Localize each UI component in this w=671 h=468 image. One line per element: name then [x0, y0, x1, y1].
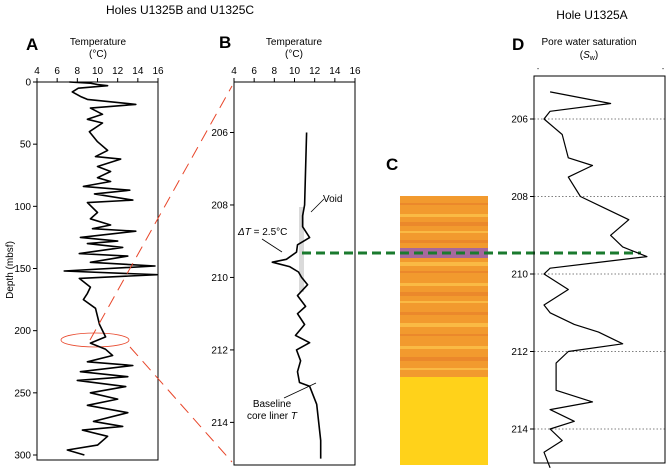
delta-t-label: ΔT = 2.5°C [237, 227, 287, 238]
x-tick-label: 4 [34, 66, 40, 77]
x-tick-label: 6 [251, 66, 257, 77]
panel-b-label: B [219, 33, 231, 52]
x-tick-label: 10 [92, 66, 104, 77]
ir-stripe [400, 231, 488, 233]
void-label: Void [323, 194, 342, 205]
y-tick-label: 214 [511, 425, 528, 436]
panel-b-title: Temperature [266, 37, 323, 48]
y-tick-label: 50 [20, 140, 32, 151]
y-tick-label: 300 [14, 451, 31, 462]
baseline-label-1: Baseline [253, 399, 292, 410]
panel-c [400, 196, 488, 465]
panel-a: Temperature (°C) Depth (mbsf) 4 6 8 10 12 14 1… [5, 37, 164, 462]
ir-stripe [400, 214, 488, 217]
panel-a-frame [36, 81, 159, 461]
y-tick-label: 210 [211, 273, 228, 284]
panel-d: Pore water saturation (Sw) - - 206 208 210… [511, 37, 666, 468]
panel-b-temperature-line [271, 132, 322, 459]
panel-b-y-ticks: 206 208 210 212 214 [211, 128, 234, 429]
panel-d-unit: (Sw) [580, 50, 598, 62]
y-tick-label: 208 [211, 200, 228, 211]
ir-stripe [400, 301, 488, 303]
panel-d-reference-lines [534, 118, 665, 430]
ir-stripe [400, 283, 488, 286]
panel-a-x-ticks: 4 6 8 10 12 14 16 [34, 66, 164, 82]
x-tick-label: 16 [349, 66, 361, 77]
panel-a-y-ticks: 0 50 100 150 200 250 300 [14, 78, 37, 462]
y-tick-label: 206 [211, 128, 228, 139]
ir-stripe [400, 240, 488, 243]
panel-d-label: D [512, 35, 524, 54]
y-tick-label: 208 [511, 192, 528, 203]
ir-stripe [400, 203, 488, 205]
ir-stripe [400, 312, 488, 315]
panel-a-ylabel: Depth (mbsf) [5, 241, 16, 299]
ir-stripe [400, 271, 488, 273]
panel-d-xtick-right: - [662, 66, 665, 73]
panel-b-unit: (°C) [285, 49, 303, 60]
x-tick-label: 14 [329, 66, 341, 77]
y-tick-label: 210 [511, 270, 528, 281]
ir-stripe [400, 357, 488, 361]
x-tick-label: 10 [289, 66, 301, 77]
panel-b-x-ticks: 4 6 8 10 12 14 16 [231, 66, 361, 82]
ir-stripe [400, 323, 488, 327]
y-tick-label: 0 [25, 78, 31, 89]
ir-stripe [400, 368, 488, 370]
panel-b-void-band [299, 207, 304, 292]
panel-d-saturation-line [543, 91, 648, 468]
left-title: Holes U1325B and U1325C [106, 3, 254, 17]
y-tick-label: 200 [14, 326, 31, 337]
ir-stripe [400, 334, 488, 336]
panel-a-title: Temperature [70, 37, 127, 48]
ir-image-cool-section [400, 377, 488, 465]
ir-stripe [400, 346, 488, 349]
connector-bottom [129, 346, 233, 463]
ir-stripe [400, 222, 488, 226]
panel-c-label: C [386, 155, 398, 174]
panel-d-frame [533, 75, 666, 464]
panel-a-highlight-ellipse [60, 332, 130, 348]
panel-a-unit: (°C) [89, 49, 107, 60]
y-tick-label: 212 [511, 347, 528, 358]
ir-stripe [400, 262, 488, 266]
connector-top [89, 85, 233, 341]
x-tick-label: 16 [152, 66, 164, 77]
baseline-pointer [283, 382, 317, 399]
void-pointer [310, 198, 325, 213]
panel-d-y-ticks: 206 208 210 212 214 [511, 115, 534, 436]
x-tick-label: 14 [132, 66, 144, 77]
x-tick-label: 4 [231, 66, 237, 77]
y-tick-label: 100 [14, 202, 31, 213]
x-tick-label: 8 [75, 66, 81, 77]
panel-b-frame [233, 81, 356, 466]
panel-b: Temperature (°C) 4 6 8 10 12 14 16 206 208 210 21… [211, 37, 361, 466]
y-tick-label: 250 [14, 388, 31, 399]
panel-a-temperature-line [63, 81, 158, 456]
right-title: Hole U1325A [556, 8, 627, 22]
y-tick-label: 206 [511, 115, 528, 126]
delta-t-pointer [261, 238, 283, 253]
y-tick-label: 150 [14, 264, 31, 275]
y-tick-label: 214 [211, 418, 228, 429]
x-tick-label: 6 [54, 66, 60, 77]
ir-stripe [400, 292, 488, 296]
panel-d-xtick-left: - [537, 66, 540, 73]
y-tick-label: 212 [211, 345, 228, 356]
x-tick-label: 12 [112, 66, 124, 77]
x-tick-label: 8 [272, 66, 278, 77]
baseline-label-2: core liner T [247, 411, 298, 422]
panel-d-title: Pore water saturation [541, 37, 636, 48]
x-tick-label: 12 [309, 66, 321, 77]
panel-a-label: A [26, 35, 38, 54]
